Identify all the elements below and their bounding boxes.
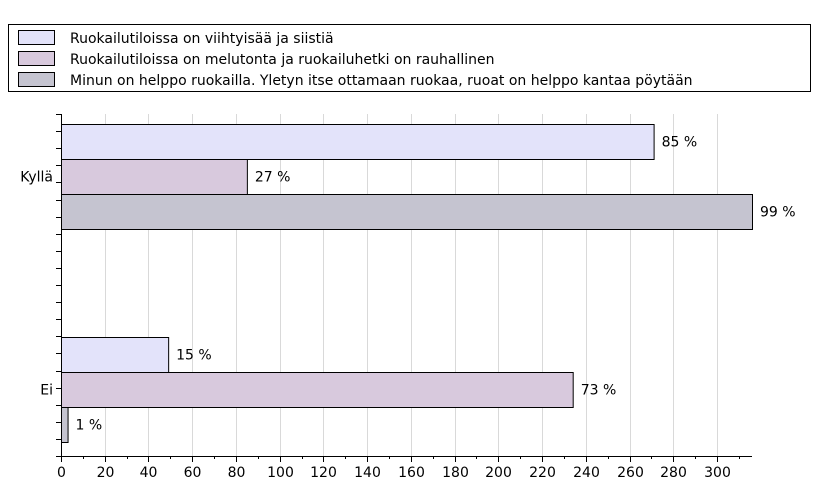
x-tick-label-0: 0 (57, 465, 66, 481)
data-label-kylla-series-1: 85 % (662, 135, 698, 151)
bar-ei-series-2 (61, 372, 574, 408)
data-label-kylla-series-2: 27 % (255, 170, 291, 186)
x-tick-label-180: 180 (442, 465, 469, 481)
x-tick-label-300: 300 (704, 465, 731, 481)
x-tick-label-100: 100 (267, 465, 294, 481)
legend-swatch-3 (18, 72, 55, 87)
legend-entry-2: Ruokailutiloissa on melutonta ja ruokail… (70, 52, 495, 68)
x-tick-label-60: 60 (184, 465, 202, 481)
category-label-ei: Ei (40, 383, 53, 399)
category-label-kylla: Kyllä (20, 170, 53, 186)
x-tick-label-220: 220 (529, 465, 556, 481)
legend-entry-3: Minun on helppo ruokailla. Yletyn itse o… (70, 73, 693, 89)
bar-ei-series-3 (61, 407, 69, 443)
bar-kylla-series-2 (61, 159, 248, 195)
x-tick-label-260: 260 (617, 465, 644, 481)
data-label-kylla-series-3: 99 % (760, 205, 796, 221)
x-tick-label-80: 80 (228, 465, 246, 481)
x-tick-label-160: 160 (398, 465, 425, 481)
labels: 85 % 27 % 99 % Kyllä 15 % 73 % 1 % Ei 0 20 40 60 80 1… (20, 135, 795, 482)
x-tick-label-140: 140 (354, 465, 381, 481)
legend-box (8, 24, 811, 92)
data-label-ei-series-1: 15 % (176, 348, 212, 364)
x-tick-label-40: 40 (140, 465, 158, 481)
bar-kylla-series-1 (61, 124, 655, 160)
x-tick-label-120: 120 (310, 465, 337, 481)
bars (61, 124, 753, 443)
data-label-ei-series-2: 73 % (581, 383, 617, 399)
x-tick-label-280: 280 (660, 465, 687, 481)
bar-kylla-series-3 (61, 194, 753, 230)
x-tick-label-200: 200 (485, 465, 512, 481)
bar-ei-series-1 (61, 337, 170, 373)
x-tick-label-20: 20 (97, 465, 115, 481)
data-label-ei-series-3: 1 % (76, 418, 103, 434)
axes (56, 114, 752, 462)
legend-swatch-1 (18, 30, 55, 45)
legend-swatch-2 (18, 51, 55, 66)
x-tick-label-240: 240 (573, 465, 600, 481)
legend-entry-1: Ruokailutiloissa on viihtyisää ja siisti… (70, 31, 334, 47)
legend: Ruokailutiloissa on viihtyisää ja siisti… (8, 24, 811, 92)
